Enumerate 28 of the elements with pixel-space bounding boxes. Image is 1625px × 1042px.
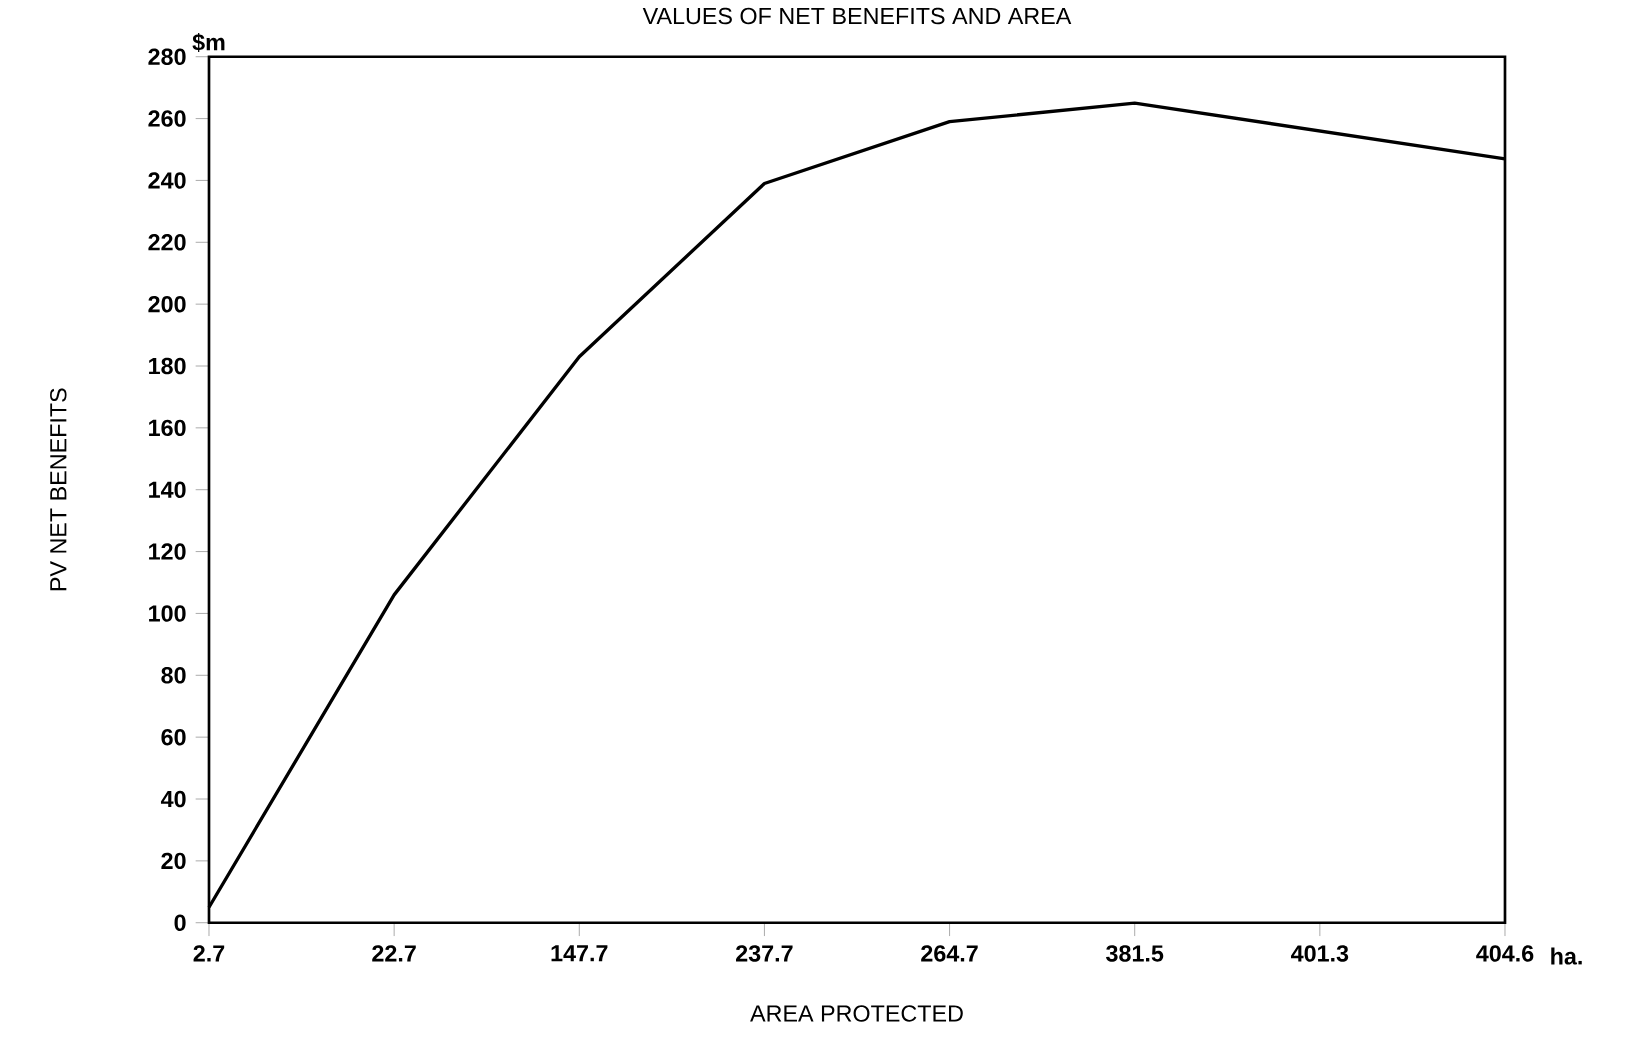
x-tick-label: 401.3 <box>1291 945 1349 962</box>
y-tick-label: 0 <box>174 914 186 932</box>
x-tick-label: 264.7 <box>921 945 978 962</box>
text: ha. <box>1551 947 1582 965</box>
x-tick-label: 404.6 <box>1476 945 1534 962</box>
x-tick-label: 147.7 <box>551 945 608 962</box>
x-axis-title: AREA PROTECTED <box>750 1005 963 1022</box>
text: $m <box>192 33 225 53</box>
x-tick-label: 237.7 <box>736 945 793 962</box>
y-tick-label: 60 <box>161 729 186 746</box>
y-tick-label: 120 <box>149 543 186 560</box>
x-tick-label: 2.7 <box>193 945 225 962</box>
y-tick-label: 220 <box>148 234 186 251</box>
y-tick-label: 80 <box>161 667 186 684</box>
y-tick-label: 20 <box>161 852 186 870</box>
x-tick-label: 381.5 <box>1106 945 1164 962</box>
y-tick-label: 200 <box>148 296 186 313</box>
chart-title: VALUES OF NET BENEFITS AND AREA <box>642 7 1072 25</box>
y-tick-label: 140 <box>149 481 186 499</box>
y-tick-label: 100 <box>149 605 186 622</box>
x-tick-label: 22.7 <box>372 945 416 962</box>
y-axis-title: PV NET BENEFITS <box>50 388 67 591</box>
y-tick-label: 280 <box>148 48 186 66</box>
y-tick-label: 40 <box>160 790 186 808</box>
y-tick-label: 180 <box>149 357 186 375</box>
y-tick-label: 260 <box>148 110 186 127</box>
y-tick-label: 160 <box>149 419 186 437</box>
y-tick-label: 240 <box>148 172 186 189</box>
